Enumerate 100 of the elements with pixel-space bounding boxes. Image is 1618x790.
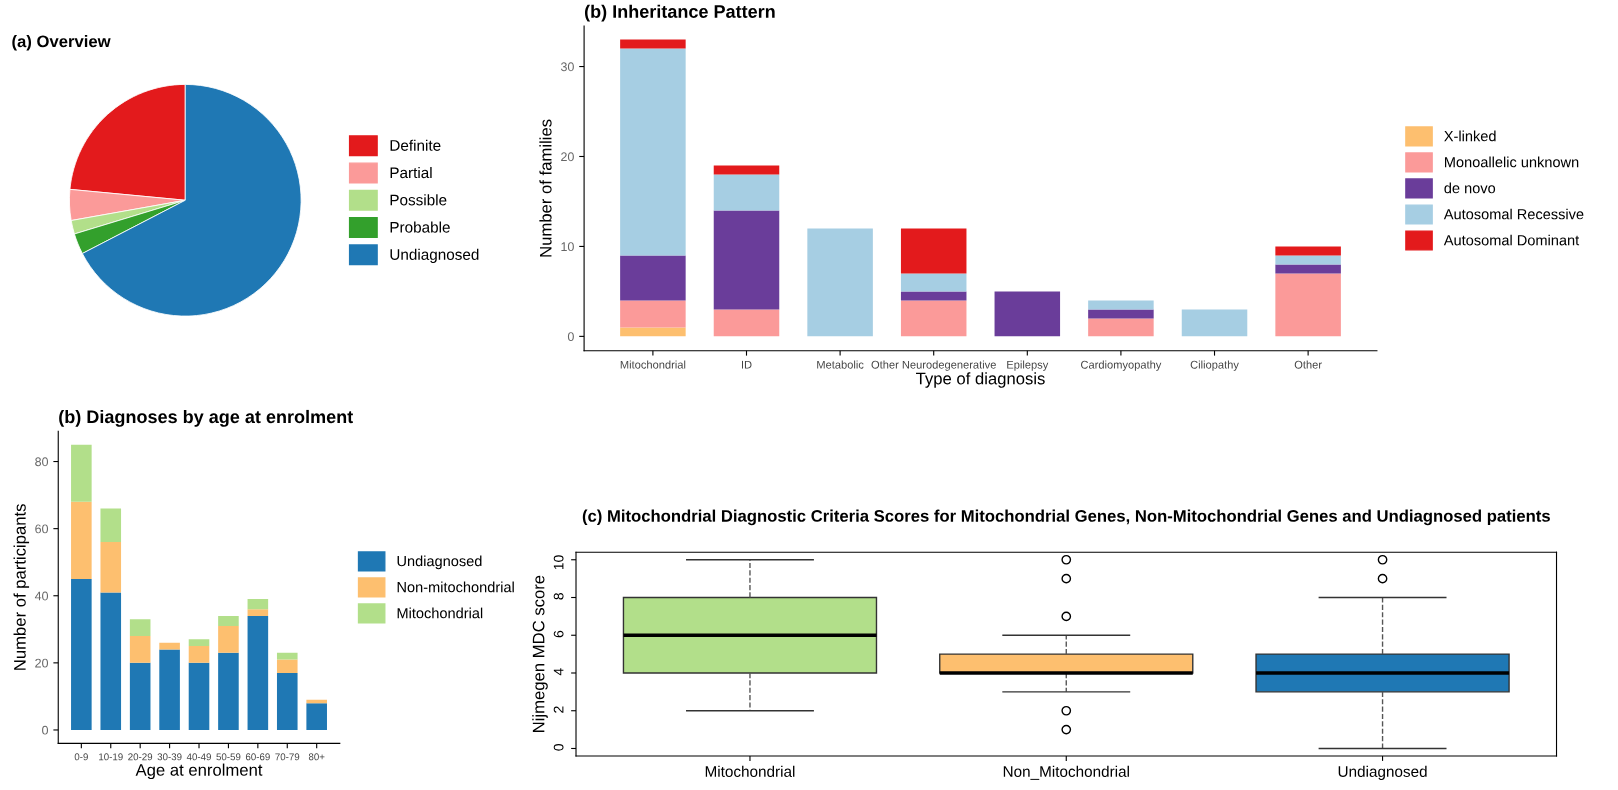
legend-label: Autosomal Recessive bbox=[1443, 208, 1584, 220]
legend-label: Monoallelic unknown bbox=[1445, 156, 1579, 168]
bar bbox=[100, 542, 122, 593]
bar bbox=[900, 300, 967, 337]
x-tick-label: 70-79 bbox=[275, 753, 300, 761]
legend-label: Possible bbox=[390, 194, 447, 206]
y-tick-label: 0 bbox=[42, 725, 49, 735]
y-tick-label: 20 bbox=[561, 152, 574, 162]
x-tick-label: ID bbox=[741, 360, 752, 369]
bar bbox=[713, 210, 780, 310]
y-tick-label: 0 bbox=[553, 743, 564, 751]
bar bbox=[188, 639, 210, 647]
bar bbox=[1088, 318, 1154, 337]
y-axis-title: Number of participants bbox=[13, 504, 30, 670]
y-tick-label: 8 bbox=[553, 593, 564, 600]
y-tick-label: 80 bbox=[35, 457, 49, 467]
bar bbox=[218, 615, 239, 626]
bar bbox=[129, 619, 151, 637]
x-tick-label: 80+ bbox=[308, 753, 325, 761]
bar bbox=[713, 309, 780, 337]
x-tick-label: Undiagnosed bbox=[1338, 765, 1427, 780]
x-axis-title: Age at enrolment bbox=[135, 763, 263, 780]
bar bbox=[218, 625, 239, 653]
bar bbox=[900, 291, 967, 301]
bar bbox=[306, 703, 327, 730]
bar bbox=[276, 672, 298, 730]
y-tick-label: 40 bbox=[34, 591, 49, 601]
y-tick-label: 2 bbox=[553, 706, 564, 713]
y-tick-label: 4 bbox=[553, 668, 564, 676]
x-tick-label: 20-29 bbox=[128, 753, 153, 761]
x-tick-label: Mitochondrial bbox=[620, 360, 686, 369]
bar bbox=[1275, 255, 1341, 265]
y-tick-label: 10 bbox=[553, 555, 564, 570]
bar bbox=[900, 228, 967, 274]
bar bbox=[620, 48, 686, 256]
bar bbox=[713, 174, 780, 211]
legend-label: Undiagnosed bbox=[390, 248, 479, 263]
bar bbox=[129, 636, 151, 663]
bar bbox=[1088, 309, 1154, 319]
y-axis-title: Nijmegen MDC score bbox=[532, 575, 548, 732]
x-tick-label: 30-39 bbox=[157, 753, 182, 761]
bar bbox=[900, 273, 967, 292]
bar bbox=[994, 291, 1061, 337]
bar bbox=[159, 642, 180, 650]
chart-title: (b) Diagnoses by age at enrolment bbox=[59, 409, 353, 427]
bar bbox=[306, 699, 327, 704]
bar bbox=[247, 599, 269, 610]
chart-title: (b) Inheritance Pattern bbox=[585, 4, 775, 22]
x-tick-label: 40-49 bbox=[186, 753, 211, 761]
legend-label: Non-mitochondrial bbox=[397, 581, 514, 593]
bar bbox=[71, 578, 92, 730]
bar bbox=[247, 615, 269, 730]
legend-label: Definite bbox=[390, 139, 441, 151]
x-tick-label: Epilepsy bbox=[1007, 360, 1049, 371]
x-axis-title: Type of diagnosis bbox=[916, 372, 1045, 388]
legend-label: Undiagnosed bbox=[397, 555, 482, 570]
chart-title: (c) Mitochondrial Diagnostic Criteria Scores for Mitochondrial Genes, Non-Mitochondrial Genes and Undiagnosed patients bbox=[582, 509, 1550, 526]
legend-label: Probable bbox=[390, 221, 450, 233]
bar bbox=[218, 652, 239, 730]
bar bbox=[620, 39, 686, 49]
legend-label: Partial bbox=[390, 166, 432, 179]
x-tick-label: 50-59 bbox=[216, 753, 241, 761]
bar bbox=[713, 165, 780, 175]
bar bbox=[188, 662, 210, 730]
bar bbox=[188, 646, 210, 663]
y-tick-label: 10 bbox=[561, 242, 574, 252]
y-axis-title: Number of families bbox=[539, 119, 552, 257]
bar bbox=[620, 255, 686, 301]
bar bbox=[71, 501, 92, 579]
x-tick-label: 0-9 bbox=[74, 753, 88, 761]
x-tick-label: Mitochondrial bbox=[705, 765, 795, 777]
bar bbox=[1088, 300, 1154, 310]
bar bbox=[807, 228, 873, 337]
y-tick-label: 60 bbox=[35, 524, 49, 534]
bar bbox=[1181, 309, 1248, 337]
y-tick-label: 6 bbox=[553, 630, 564, 638]
x-tick-label: Metabolic bbox=[817, 360, 864, 369]
bar bbox=[159, 649, 180, 730]
bar bbox=[100, 508, 122, 543]
chart-title: (a) Overview bbox=[12, 35, 111, 51]
y-tick-label: 0 bbox=[567, 332, 574, 342]
legend-label: Autosomal Dominant bbox=[1443, 234, 1580, 246]
y-tick-label: 20 bbox=[35, 658, 49, 668]
x-tick-label: Non_Mitochondrial bbox=[1003, 765, 1129, 780]
x-tick-label: Other Neurodegenerative bbox=[871, 360, 996, 371]
y-tick-label: 30 bbox=[560, 62, 574, 72]
bar bbox=[276, 659, 298, 673]
bar bbox=[71, 444, 92, 502]
bar bbox=[1275, 273, 1341, 337]
bar bbox=[247, 609, 269, 616]
bar bbox=[1275, 264, 1341, 274]
bar bbox=[1275, 246, 1341, 256]
x-tick-label: 60-69 bbox=[245, 753, 270, 761]
legend-label: X-linked bbox=[1444, 130, 1496, 142]
bar bbox=[620, 327, 686, 337]
x-tick-label: Ciliopathy bbox=[1190, 360, 1239, 371]
x-tick-label: 10-19 bbox=[99, 753, 123, 761]
bar bbox=[100, 592, 122, 730]
bar bbox=[276, 652, 298, 660]
bar bbox=[620, 300, 686, 328]
